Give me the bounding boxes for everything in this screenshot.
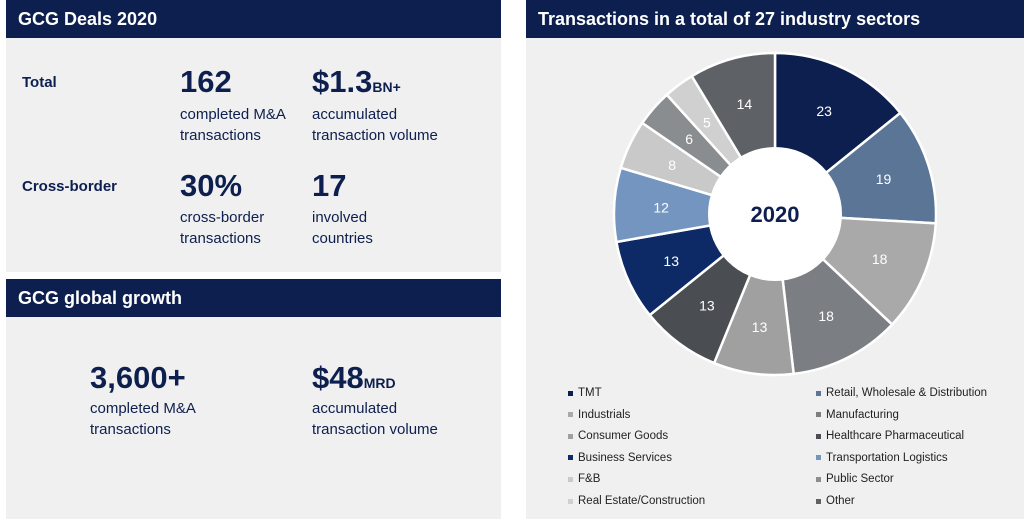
growth-stat2-desc: accumulated transaction volume <box>312 400 438 438</box>
legend-label: Industrials <box>578 408 631 421</box>
legend-swatch <box>816 455 821 461</box>
legend-item: Healthcare Pharmaceutical <box>816 430 964 442</box>
legend-label: Consumer Goods <box>578 430 669 443</box>
deals-stat3-desc: cross-border transactions <box>180 209 265 247</box>
growth-title: GCG global growth <box>18 287 182 308</box>
legend-item: Real Estate/Construction <box>568 495 705 507</box>
legend-label: F&B <box>578 473 601 486</box>
deals-stat2-desc: accumulated transaction volume <box>312 106 438 144</box>
legend-item: Retail, Wholesale & Distribution <box>816 387 987 399</box>
legend-swatch <box>568 390 573 396</box>
legend-item: Other <box>816 495 855 507</box>
growth-stat2-value: $48MRD <box>312 360 396 395</box>
growth-panel <box>6 279 501 519</box>
growth-header: GCG global growth <box>6 279 501 317</box>
legend-label: Business Services <box>578 451 672 464</box>
legend-item: Manufacturing <box>816 409 899 421</box>
growth-stat1-value: 3,600+ <box>90 360 186 395</box>
legend-swatch <box>568 433 573 439</box>
legend-item: Transportation Logistics <box>816 452 948 464</box>
deals-stat2-value: $1.3BN+ <box>312 64 401 99</box>
legend-label: Other <box>826 495 855 507</box>
legend-item: Consumer Goods <box>568 430 668 442</box>
legend-item: Industrials <box>568 409 630 421</box>
sectors-title: Transactions in a total of 27 industry s… <box>538 8 921 29</box>
legend-swatch <box>568 412 573 418</box>
legend-item: TMT <box>568 387 602 399</box>
legend-label: Transportation Logistics <box>826 451 948 464</box>
crossborder-label: Cross-border <box>22 178 118 195</box>
deals-panel <box>6 0 501 272</box>
legend-label: Public Sector <box>826 473 894 486</box>
legend-swatch <box>816 433 821 439</box>
legend-swatch <box>568 455 573 461</box>
legend-label: Retail, Wholesale & Distribution <box>826 387 988 399</box>
growth-stat1-desc: completed M&A transactions <box>90 400 196 438</box>
sectors-header: Transactions in a total of 27 industry s… <box>526 0 1024 38</box>
legend-item: Public Sector <box>816 473 894 485</box>
deals-stat3-value: 30% <box>180 168 243 203</box>
deals-stat1-value: 162 <box>180 64 232 99</box>
legend-label: TMT <box>578 387 602 399</box>
legend-swatch <box>816 390 821 396</box>
legend-item: Business Services <box>568 452 672 464</box>
legend-swatch <box>816 412 821 418</box>
legend-label: Manufacturing <box>826 408 899 421</box>
deals-stat4-desc: involved countries <box>312 209 373 247</box>
legend-swatch <box>568 476 573 482</box>
legend-label: Real Estate/Construction <box>578 495 706 507</box>
legend-swatch <box>568 498 573 504</box>
legend-swatch <box>816 498 821 504</box>
total-label: Total <box>22 74 57 91</box>
legend-label: Healthcare Pharmaceutical <box>826 430 965 443</box>
deals-header: GCG Deals 2020 <box>6 0 501 38</box>
legend-swatch <box>816 476 821 482</box>
legend-item: F&B <box>568 473 600 485</box>
deals-stat1-desc: completed M&A transactions <box>180 106 286 144</box>
deals-stat4-value: 17 <box>312 168 347 203</box>
deals-title: GCG Deals 2020 <box>18 8 158 29</box>
